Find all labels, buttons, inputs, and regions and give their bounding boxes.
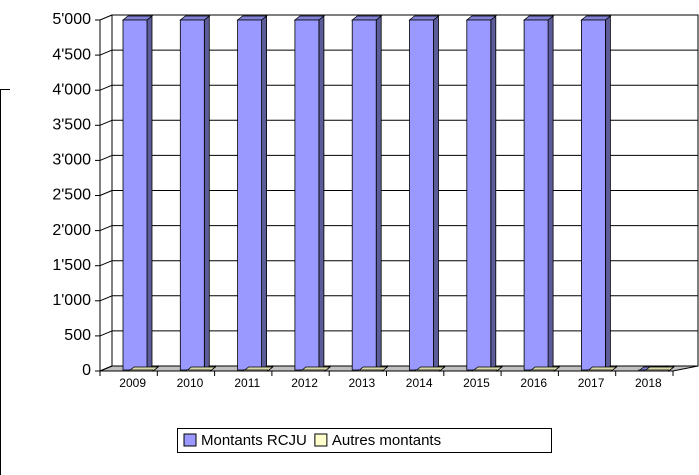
bar-face xyxy=(644,369,670,372)
bar-face xyxy=(128,369,154,372)
x-tick-label: 2011 xyxy=(234,376,260,390)
x-tick-label: 2014 xyxy=(406,376,433,390)
bar xyxy=(127,365,160,372)
bar-face xyxy=(587,369,612,372)
bar xyxy=(242,365,274,372)
bar-face xyxy=(375,15,382,371)
legend-label: Autres montants xyxy=(332,432,441,449)
bar xyxy=(293,15,326,371)
grid-line xyxy=(99,84,113,91)
bar xyxy=(179,15,211,371)
x-tick-label: 2010 xyxy=(177,376,204,390)
grid-line xyxy=(99,49,113,56)
bar-face xyxy=(465,15,497,21)
bar xyxy=(357,365,389,372)
grid-line xyxy=(99,14,113,21)
bar-face xyxy=(433,15,439,371)
bar xyxy=(528,365,561,372)
x-tick-label: 2018 xyxy=(635,376,662,390)
bar-face xyxy=(121,15,154,21)
x-tick-label: 2015 xyxy=(463,376,490,390)
bar-face xyxy=(261,15,268,371)
bar-face xyxy=(605,15,611,371)
y-tick-label: 0 xyxy=(82,362,91,379)
x-tick-label: 2013 xyxy=(348,376,375,390)
bar-face xyxy=(466,19,492,371)
bar-face xyxy=(409,19,434,371)
bar xyxy=(408,15,440,371)
bar xyxy=(185,365,217,372)
bar-face xyxy=(472,369,498,372)
legend-label: Montants RCJU xyxy=(201,432,307,449)
bar xyxy=(236,15,268,371)
bar-face xyxy=(357,369,383,372)
bar-face xyxy=(523,19,549,371)
legend-box xyxy=(177,428,552,453)
bar-face xyxy=(236,15,268,21)
x-tick-label: 2012 xyxy=(291,376,318,390)
bar-face xyxy=(237,19,263,371)
y-tick-label: 3'500 xyxy=(52,117,91,134)
bar-face xyxy=(529,369,555,372)
bar-face xyxy=(580,15,612,21)
bar-face xyxy=(300,369,326,372)
bar-face xyxy=(547,15,554,371)
y-tick-label: 2'500 xyxy=(52,187,91,204)
y-tick-label: 4'500 xyxy=(52,46,91,63)
grid-line xyxy=(99,190,113,196)
bar xyxy=(643,365,675,372)
bar-face xyxy=(185,369,211,372)
bar-face xyxy=(179,15,211,21)
bar-face xyxy=(351,15,383,21)
y-tick-label: 3'000 xyxy=(52,152,91,169)
grid-line xyxy=(99,260,113,267)
bar xyxy=(522,15,555,371)
grid-line xyxy=(99,295,113,302)
bar xyxy=(299,365,332,372)
x-tick-label: 2009 xyxy=(119,376,146,390)
legend-swatch xyxy=(314,433,328,447)
y-tick-label: 1'500 xyxy=(52,257,91,274)
bar-face xyxy=(203,15,210,371)
bar-face xyxy=(415,369,440,372)
bar-face xyxy=(351,19,377,371)
bar xyxy=(580,15,612,371)
bar xyxy=(471,365,503,372)
bar-face xyxy=(408,15,440,21)
bar-face xyxy=(522,15,555,21)
bar-face xyxy=(179,19,205,371)
bar-face xyxy=(318,15,325,371)
bar-face xyxy=(490,15,497,371)
grid-line xyxy=(99,119,113,126)
y-tick-label: 5'000 xyxy=(52,11,91,28)
bar xyxy=(465,15,497,371)
bar xyxy=(121,15,154,371)
x-tick-label: 2016 xyxy=(520,376,547,390)
y-tick-label: 2'000 xyxy=(52,222,91,239)
legend-swatch xyxy=(183,433,197,447)
bar-face xyxy=(581,19,606,371)
bar-face xyxy=(146,15,153,371)
bar xyxy=(414,365,446,372)
y-tick-label: 500 xyxy=(64,327,91,344)
grid-line xyxy=(99,330,113,337)
y-tick-label: 4'000 xyxy=(52,81,91,98)
bar xyxy=(351,15,383,371)
bar-face xyxy=(122,19,148,371)
grid-line xyxy=(99,154,113,161)
bar xyxy=(586,365,618,372)
grid-line xyxy=(99,365,113,372)
y-tick-label: 1'000 xyxy=(52,292,91,309)
grid-line xyxy=(99,225,113,232)
bar-face xyxy=(243,369,269,372)
x-tick-label: 2017 xyxy=(578,376,605,390)
bar-face xyxy=(293,15,326,21)
bar-face xyxy=(294,19,320,371)
